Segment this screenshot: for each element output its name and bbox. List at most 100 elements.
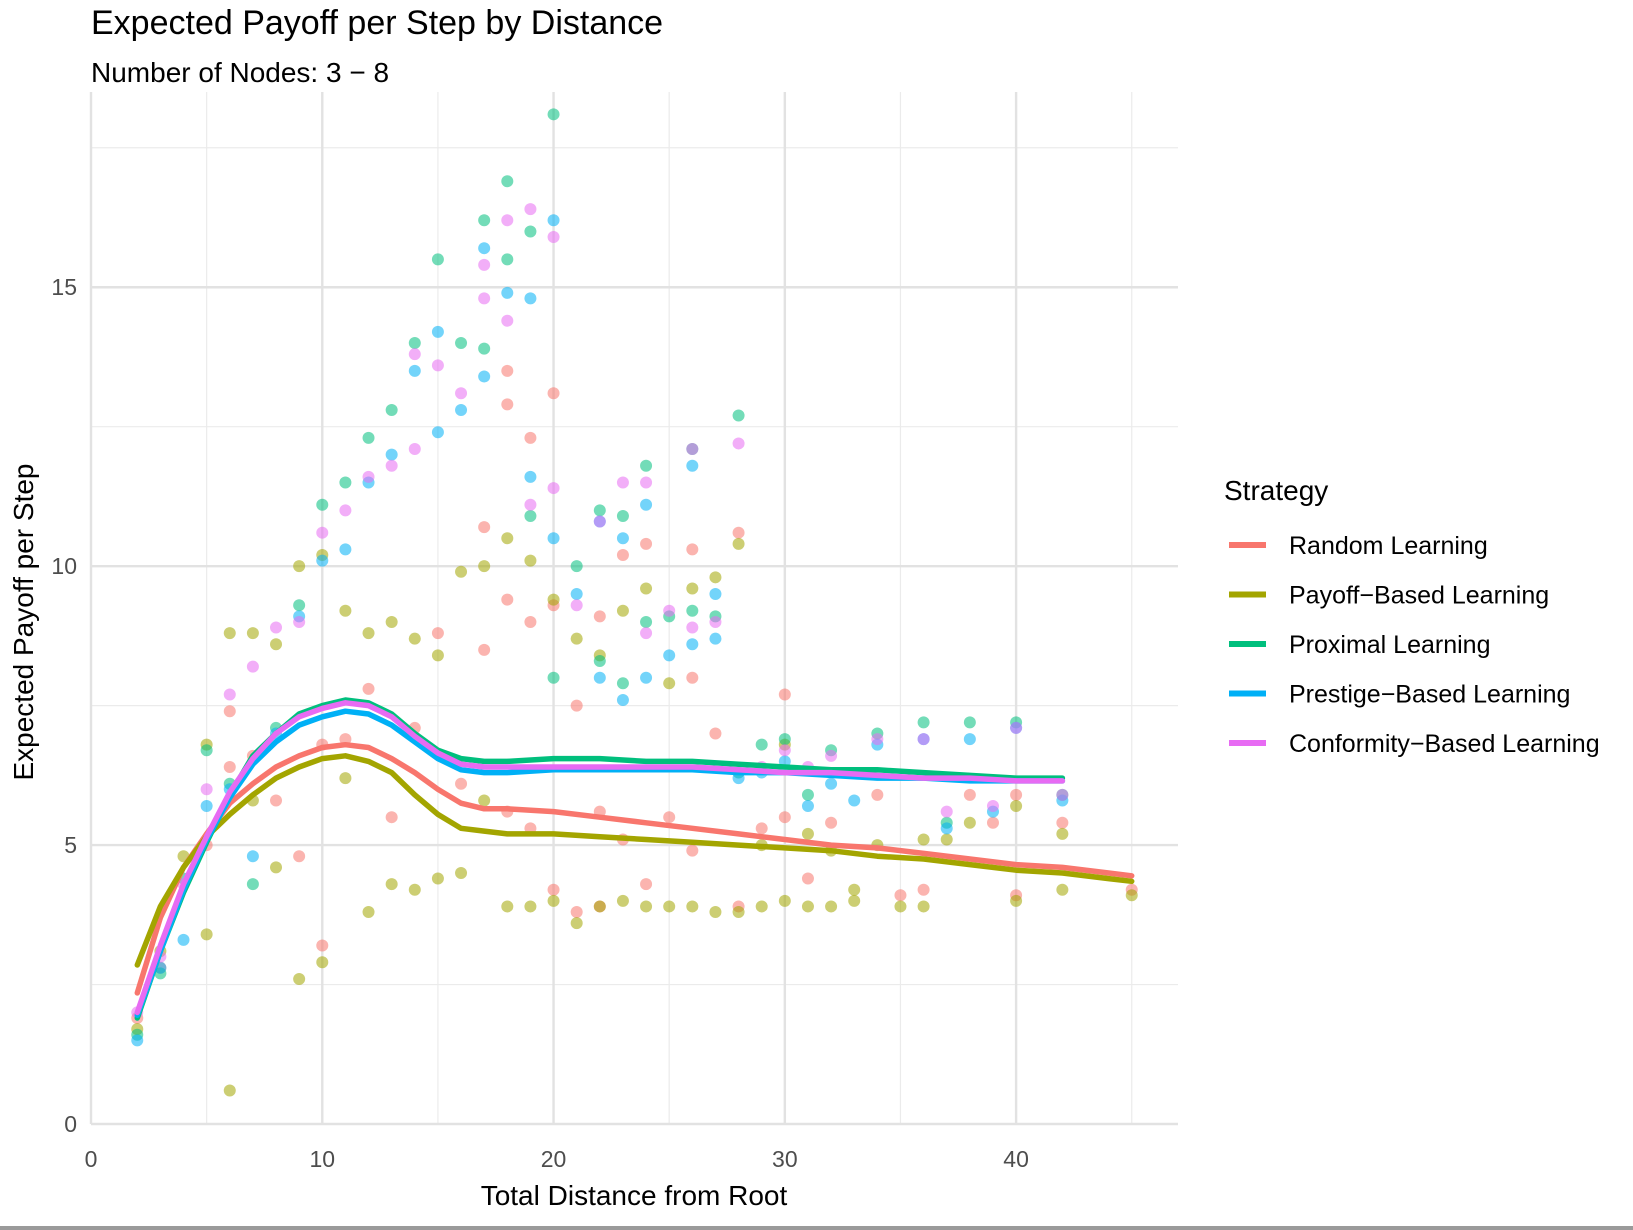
- y-axis-title: Expected Payoff per Step: [8, 463, 39, 780]
- data-point: [339, 604, 352, 617]
- bottom-border: [0, 1226, 1633, 1230]
- data-point: [339, 504, 352, 517]
- y-tick-label: 0: [64, 1111, 77, 1137]
- data-point: [917, 900, 930, 913]
- series-points: [131, 203, 1069, 1019]
- data-point: [686, 621, 699, 634]
- data-point: [293, 560, 306, 573]
- data-point: [732, 906, 745, 919]
- data-point: [478, 560, 491, 573]
- data-point: [640, 627, 653, 640]
- data-point: [316, 498, 329, 511]
- data-point: [478, 521, 491, 534]
- data-point: [501, 286, 514, 299]
- data-point: [570, 699, 583, 712]
- legend-label: Conformity−Based Learning: [1289, 730, 1600, 758]
- data-point: [524, 470, 537, 483]
- data-point: [455, 866, 468, 879]
- data-point: [593, 610, 606, 623]
- data-point: [663, 604, 676, 617]
- data-point: [917, 833, 930, 846]
- smooth-line: [134, 700, 1066, 1016]
- data-point: [408, 632, 421, 645]
- data-point: [801, 800, 814, 813]
- data-point: [431, 872, 444, 885]
- data-point: [709, 615, 722, 628]
- data-point: [1056, 827, 1069, 840]
- data-point: [293, 615, 306, 628]
- data-point: [593, 515, 606, 528]
- data-point: [200, 783, 213, 796]
- legend-item: Proximal Learning: [1229, 631, 1491, 659]
- data-point: [524, 225, 537, 238]
- data-point: [1056, 883, 1069, 896]
- data-point: [524, 292, 537, 305]
- data-point: [640, 537, 653, 550]
- chart-subtitle: Number of Nodes: 3 − 8: [91, 57, 389, 88]
- data-point: [270, 638, 283, 651]
- data-point: [293, 972, 306, 985]
- data-point: [732, 526, 745, 539]
- data-point: [293, 599, 306, 612]
- data-point: [616, 509, 629, 522]
- data-point: [732, 437, 745, 450]
- data-point: [755, 822, 768, 835]
- legend-label: Random Learning: [1289, 532, 1488, 560]
- data-point: [778, 894, 791, 907]
- data-point: [223, 688, 236, 701]
- data-point: [200, 928, 213, 941]
- data-point: [640, 459, 653, 472]
- data-point: [570, 560, 583, 573]
- y-tick-label: 5: [64, 832, 77, 858]
- grid: [89, 92, 1178, 1126]
- data-point: [501, 364, 514, 377]
- data-point: [616, 604, 629, 617]
- data-point: [640, 900, 653, 913]
- data-point: [431, 325, 444, 338]
- data-point: [825, 900, 838, 913]
- data-point: [940, 833, 953, 846]
- data-point: [524, 431, 537, 444]
- data-point: [825, 816, 838, 829]
- data-point: [385, 459, 398, 472]
- data-point: [501, 532, 514, 545]
- legend-item: Prestige−Based Learning: [1229, 681, 1570, 709]
- data-point: [478, 292, 491, 305]
- data-point: [547, 532, 560, 545]
- data-point: [524, 615, 537, 628]
- data-point: [801, 872, 814, 885]
- data-point: [616, 532, 629, 545]
- data-point: [478, 258, 491, 271]
- data-point: [686, 459, 699, 472]
- data-point: [547, 671, 560, 684]
- data-point: [640, 582, 653, 595]
- legend: Strategy Random Learning Payoff−Based Lea…: [1224, 475, 1600, 758]
- data-point: [1010, 800, 1023, 813]
- data-point: [316, 554, 329, 567]
- data-point: [524, 498, 537, 511]
- data-point: [593, 671, 606, 684]
- data-point: [547, 593, 560, 606]
- data-point: [547, 482, 560, 495]
- data-point: [547, 108, 560, 121]
- data-point: [408, 883, 421, 896]
- data-point: [1056, 816, 1069, 829]
- data-point: [686, 671, 699, 684]
- data-point: [663, 811, 676, 824]
- data-point: [385, 615, 398, 628]
- data-point: [917, 733, 930, 746]
- data-point: [570, 599, 583, 612]
- data-point: [270, 794, 283, 807]
- data-point: [686, 604, 699, 617]
- data-point: [408, 443, 421, 456]
- data-point: [455, 387, 468, 400]
- data-point: [848, 794, 861, 807]
- data-point: [501, 398, 514, 411]
- series-points: [131, 364, 1138, 1025]
- data-point: [246, 850, 259, 863]
- legend-item: Random Learning: [1229, 532, 1488, 560]
- data-point: [131, 1034, 144, 1047]
- x-tick-label: 30: [772, 1146, 798, 1172]
- legend-label: Proximal Learning: [1289, 631, 1491, 659]
